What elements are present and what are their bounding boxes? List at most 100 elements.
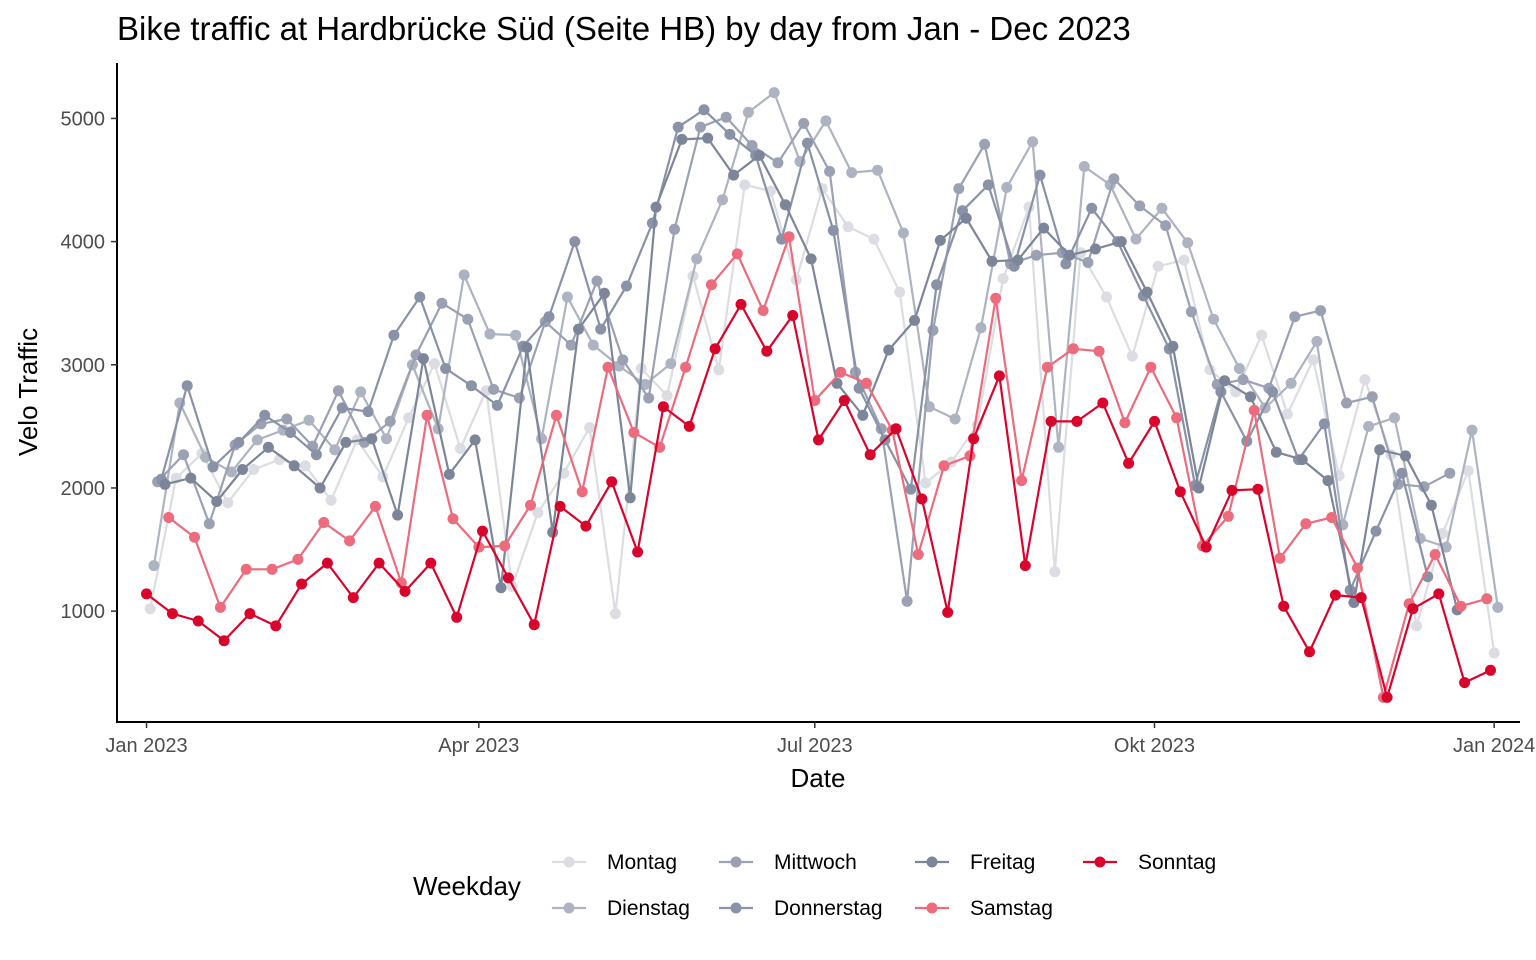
data-point [1097, 397, 1109, 409]
data-point [499, 540, 511, 552]
data-point [1289, 311, 1301, 323]
data-point [709, 343, 721, 355]
data-point [1237, 374, 1249, 386]
data-point [477, 525, 488, 537]
data-point [1485, 664, 1496, 676]
data-point [303, 414, 315, 426]
data-point [166, 608, 178, 620]
data-point [872, 164, 884, 176]
data-point [244, 608, 256, 620]
data-point [1304, 646, 1315, 658]
data-point [458, 269, 470, 281]
legend-label: Samstag [970, 897, 1053, 920]
data-point [381, 433, 392, 445]
data-point [905, 483, 917, 495]
series-freitag [159, 132, 1463, 616]
data-point [248, 464, 260, 475]
data-point [584, 422, 596, 434]
series-mittwoch [152, 111, 1456, 607]
data-point [1089, 243, 1101, 255]
legend-label: Donnerstag [774, 897, 883, 920]
data-point [1001, 181, 1013, 193]
data-point [561, 291, 573, 303]
data-point [1130, 233, 1142, 245]
data-point [1219, 375, 1231, 387]
data-point [916, 493, 928, 505]
data-point [798, 117, 810, 129]
data-point [421, 409, 433, 421]
legend-item-samstag: Samstag [915, 897, 1053, 920]
data-point [975, 322, 987, 334]
data-point [429, 358, 440, 370]
data-point [827, 225, 839, 236]
legend-label: Mittwoch [774, 851, 857, 874]
data-point [1082, 257, 1094, 268]
data-point [1038, 222, 1050, 234]
data-point [336, 402, 348, 414]
data-point [587, 339, 599, 351]
data-point [713, 364, 725, 376]
legend-key-point [926, 856, 938, 868]
data-point [1064, 249, 1076, 261]
data-point [1407, 603, 1419, 615]
data-point [355, 386, 367, 398]
data-point [329, 444, 341, 456]
legend-item-mittwoch: Mittwoch [719, 851, 857, 874]
data-point [680, 361, 692, 373]
data-point [931, 279, 943, 291]
data-point [417, 353, 429, 365]
data-point [835, 366, 847, 378]
data-point [846, 167, 858, 179]
data-point [1149, 415, 1160, 427]
data-point [942, 606, 954, 618]
data-point [1208, 313, 1220, 325]
data-point [694, 121, 706, 133]
legend-item-freitag: Freitag [915, 851, 1035, 874]
data-point [1488, 647, 1500, 659]
data-point [1455, 600, 1467, 612]
data-point [986, 255, 998, 267]
data-point [259, 409, 271, 421]
data-point [403, 412, 415, 424]
data-point [1193, 482, 1205, 494]
data-point [532, 507, 544, 519]
series-line [145, 303, 1491, 699]
data-point [288, 460, 300, 472]
data-point [691, 253, 703, 265]
y-tick-label: 5000 [61, 108, 106, 130]
data-point [783, 231, 795, 243]
data-point [362, 406, 374, 418]
data-point [443, 468, 455, 480]
data-point [890, 423, 902, 435]
data-point [595, 323, 607, 335]
data-point [521, 342, 533, 353]
y-tick-label: 4000 [61, 232, 106, 254]
data-point [550, 409, 562, 421]
data-point [1374, 444, 1386, 456]
data-point [318, 517, 330, 528]
data-point [159, 478, 171, 490]
data-point [299, 460, 311, 472]
x-tick-label: Okt 2023 [1114, 735, 1195, 757]
data-point [1300, 518, 1312, 530]
legend-key-point [563, 856, 575, 868]
data-point [1016, 475, 1028, 487]
data-point [488, 383, 500, 395]
data-point [938, 460, 950, 472]
data-point [333, 385, 344, 397]
data-point [347, 592, 359, 604]
legend-key-point [730, 856, 742, 868]
data-point [1278, 600, 1290, 612]
legend-key-point [926, 902, 938, 914]
data-point [321, 557, 333, 569]
x-tick-label: Apr 2023 [438, 735, 519, 757]
data-point [606, 476, 618, 488]
data-point [1481, 593, 1493, 605]
data-point [1145, 361, 1157, 373]
data-point [912, 549, 924, 560]
data-point [591, 275, 603, 287]
x-tick-label: Jan 2023 [105, 735, 187, 757]
data-point [1326, 512, 1338, 523]
data-point [1341, 397, 1352, 409]
